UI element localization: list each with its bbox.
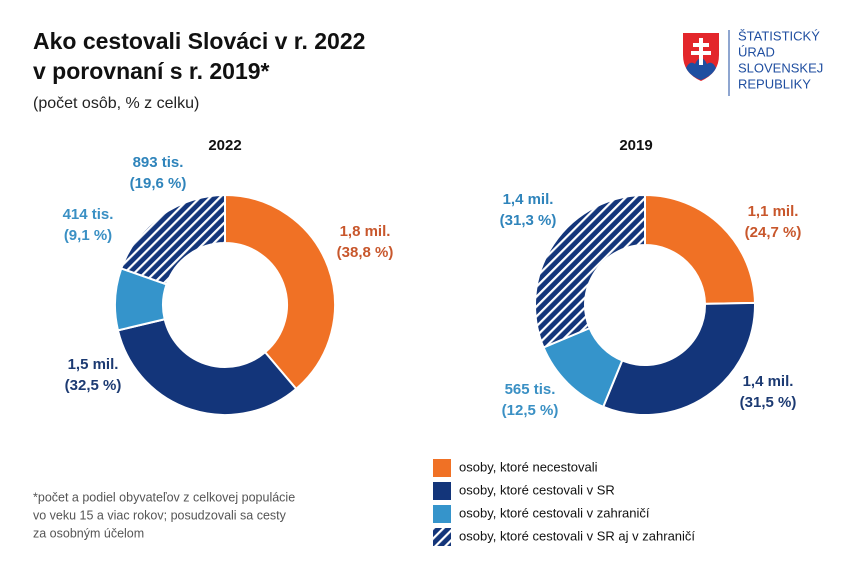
value-label: (12,5 %) bbox=[502, 402, 559, 419]
value-label: (19,6 %) bbox=[130, 175, 187, 192]
subtitle: (počet osôb, % z celku) bbox=[33, 95, 199, 112]
count-label: 414 tis. bbox=[63, 206, 114, 223]
legend-label: osoby, ktoré necestovali bbox=[459, 459, 598, 474]
footnote: za osobným účelom bbox=[33, 526, 144, 540]
count-label: 565 tis. bbox=[505, 381, 556, 398]
count-label: 1,5 mil. bbox=[68, 356, 119, 373]
legend-label: osoby, ktoré cestovali v zahraničí bbox=[459, 505, 650, 520]
value-label: (9,1 %) bbox=[64, 227, 112, 244]
count-label: 1,4 mil. bbox=[743, 373, 794, 390]
donut-segment bbox=[116, 318, 298, 416]
logo-text: REPUBLIKY bbox=[738, 76, 811, 91]
donut-segment bbox=[119, 193, 226, 286]
chart-title: 2022 bbox=[208, 137, 241, 154]
logo-cross bbox=[691, 38, 711, 65]
logo-text: ŠTATISTICKÝ bbox=[738, 28, 820, 43]
legend-swatch bbox=[433, 459, 451, 477]
value-label: (31,3 %) bbox=[500, 212, 557, 229]
legend-swatch bbox=[433, 505, 451, 523]
legend-swatch bbox=[433, 528, 451, 546]
legend-label: osoby, ktoré cestovali v SR aj v zahrani… bbox=[459, 528, 695, 543]
value-label: (38,8 %) bbox=[337, 244, 394, 261]
donut-segment bbox=[224, 193, 336, 391]
value-label: (32,5 %) bbox=[65, 377, 122, 394]
legend-label: osoby, ktoré cestovali v SR bbox=[459, 482, 615, 497]
footnote: vo veku 15 a viac rokov; posudzovali sa … bbox=[33, 508, 287, 522]
count-label: 893 tis. bbox=[133, 154, 184, 171]
value-label: (24,7 %) bbox=[745, 224, 802, 241]
value-label: (31,5 %) bbox=[740, 394, 797, 411]
legend-swatch bbox=[433, 482, 451, 500]
title: v porovnaní s r. 2019* bbox=[33, 58, 270, 84]
donut-segment bbox=[644, 193, 756, 305]
logo-text: SLOVENSKEJ bbox=[738, 60, 823, 75]
count-label: 1,1 mil. bbox=[748, 203, 799, 220]
count-label: 1,4 mil. bbox=[503, 191, 554, 208]
logo-text: ÚRAD bbox=[738, 44, 775, 59]
title: Ako cestovali Slováci v r. 2022 bbox=[33, 28, 365, 54]
logo-hills bbox=[686, 58, 716, 80]
donut-segment bbox=[601, 301, 756, 416]
logo: ŠTATISTICKÝ ÚRAD SLOVENSKEJ REPUBLIKY bbox=[683, 28, 823, 96]
chart-title: 2019 bbox=[619, 137, 652, 154]
donut-segment bbox=[534, 193, 646, 349]
count-label: 1,8 mil. bbox=[340, 223, 391, 240]
footnote: *počet a podiel obyvateľov z celkovej po… bbox=[33, 490, 295, 504]
